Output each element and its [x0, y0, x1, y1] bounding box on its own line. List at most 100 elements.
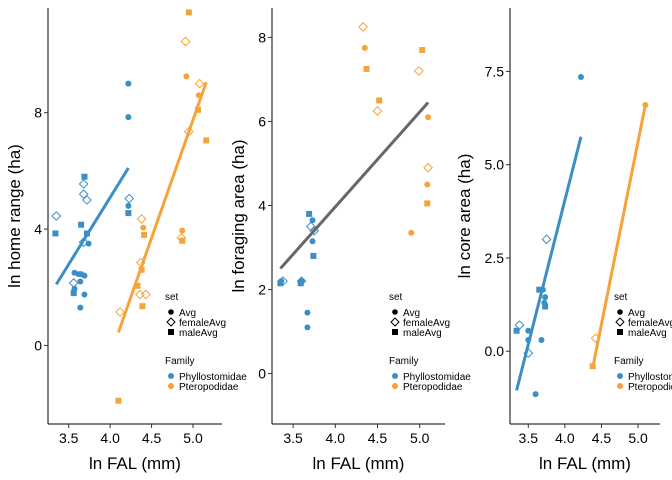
- x-tick-label: 3.5: [59, 430, 79, 446]
- y-tick-label: 0: [34, 337, 42, 353]
- data-point-avg: [309, 217, 316, 224]
- x-tick-label: 3.5: [519, 430, 539, 446]
- data-point-femaleavg: [51, 211, 62, 221]
- legend-family-label: Pteropodidae: [179, 382, 239, 393]
- x-tick-label: 3.5: [283, 430, 303, 446]
- data-point-avg: [179, 227, 186, 234]
- y-tick-label: 0: [258, 366, 266, 382]
- legend-family-title: Family: [165, 356, 194, 367]
- legend-femaleavg-key: [166, 317, 176, 327]
- legend-family-key: [168, 373, 174, 379]
- data-point-maleavg: [424, 200, 431, 207]
- y-tick-label: 0.0: [485, 343, 505, 359]
- data-point-femaleavg: [305, 221, 316, 232]
- data-point-maleavg: [185, 9, 192, 16]
- legend-family-key: [392, 373, 398, 379]
- data-point-avg: [408, 229, 415, 236]
- legend-maleavg-key: [168, 329, 174, 335]
- data-point-femaleavg: [78, 237, 89, 248]
- data-point-femaleavg: [413, 66, 424, 76]
- y-tick-label: 7.5: [485, 63, 505, 79]
- y-tick-label: 8: [258, 29, 266, 45]
- data-point-maleavg: [141, 231, 148, 238]
- data-point-maleavg: [306, 210, 313, 217]
- panel-3: 0.0 2.5 5.0 7.5 3.5 4.0 4.5 5.0 ln FAL (mm) ln co…: [455, 8, 672, 473]
- data-point-avg: [304, 324, 311, 331]
- legend-maleavg-key: [392, 329, 398, 335]
- legend-femaleavg-key: [390, 317, 400, 327]
- data-point-avg: [525, 327, 532, 334]
- panel-1: 0 4 8 3.5 4.0 4.5 5.0ln FAL (mm) ln home range …: [5, 8, 247, 473]
- data-point-avg: [183, 73, 190, 80]
- data-point-maleavg: [536, 286, 543, 293]
- data-point-avg: [542, 294, 549, 301]
- legend-femaleavg-key: [615, 317, 625, 327]
- legend-set-title: set: [165, 292, 179, 303]
- legend-family-title: Family: [389, 356, 418, 367]
- data-point-maleavg: [134, 282, 141, 289]
- data-point-maleavg: [513, 327, 520, 334]
- data-point-femaleavg: [136, 214, 147, 224]
- data-point-maleavg: [376, 97, 383, 104]
- data-point-femaleavg: [68, 278, 79, 288]
- x-tick-label: 5.0: [410, 430, 430, 446]
- legend-family-label: Phyllostomidae: [179, 372, 247, 383]
- data-point-avg: [140, 224, 147, 231]
- legend-set-label: maleAvg: [628, 328, 667, 339]
- data-point-avg: [304, 309, 311, 316]
- y-axis-title: ln home range (ha): [5, 144, 24, 288]
- legend-family-label: Pteropodidae: [628, 382, 672, 393]
- legend-family-label: Phyllostomidae: [403, 372, 471, 383]
- data-point-maleavg: [277, 280, 284, 287]
- legend-avg-key: [617, 309, 623, 315]
- legend-set-label: Avg: [628, 308, 645, 319]
- regression-line-combined: [279, 101, 430, 270]
- y-axis-title: ln foraging area (ha): [229, 139, 248, 292]
- legend-set-title: set: [614, 292, 628, 303]
- data-point-femaleavg: [180, 36, 191, 47]
- data-point-femaleavg: [78, 189, 89, 200]
- data-point-femaleavg: [423, 162, 434, 173]
- panel-2: 0 2 4 6 8 3.5 4.0 4.5 5.0 ln FAL (mm) ln foraging …: [229, 8, 471, 473]
- legend-family-label: Pteropodidae: [403, 382, 463, 393]
- data-point-avg: [77, 278, 84, 285]
- x-tick-label: 4.0: [555, 430, 575, 446]
- legend-family-key: [168, 383, 174, 389]
- legend-set-label: femaleAvg: [628, 318, 672, 329]
- data-point-maleavg: [297, 280, 304, 287]
- data-point-maleavg: [542, 303, 549, 310]
- x-axis-title: ln FAL (mm): [89, 454, 181, 473]
- regression-line-phyllostomidae: [515, 136, 583, 391]
- x-tick-label: 5.0: [183, 430, 203, 446]
- data-point-maleavg: [52, 230, 59, 237]
- data-point-maleavg: [179, 237, 186, 244]
- data-point-maleavg: [203, 137, 210, 144]
- legend-set-label: Avg: [179, 308, 196, 319]
- data-point-femaleavg: [372, 106, 383, 116]
- data-point-avg: [125, 202, 132, 209]
- data-point-avg: [81, 291, 88, 298]
- x-tick-label: 4.5: [592, 430, 612, 446]
- legend-family-key: [617, 373, 623, 379]
- x-tick-label: 4.0: [326, 430, 346, 446]
- y-tick-label: 4: [34, 221, 42, 237]
- legend-family-key: [617, 383, 623, 389]
- data-point-avg: [81, 272, 88, 279]
- y-tick-label: 5.0: [485, 157, 505, 173]
- legend-family-title: Family: [614, 356, 643, 367]
- legend-set-label: maleAvg: [403, 328, 442, 339]
- legend-set-label: femaleAvg: [179, 318, 226, 329]
- data-point-maleavg: [310, 252, 317, 259]
- y-axis-title: ln core area (ha): [455, 154, 474, 279]
- regression-line-pteropodidae: [591, 104, 647, 369]
- data-point-maleavg: [363, 65, 370, 72]
- data-point-avg: [125, 114, 132, 121]
- regression-line-pteropodidae: [117, 81, 208, 333]
- data-point-avg: [361, 44, 368, 51]
- y-tick-label: 6: [258, 113, 266, 129]
- y-tick-label: 2.5: [485, 250, 505, 266]
- data-point-avg: [309, 238, 316, 245]
